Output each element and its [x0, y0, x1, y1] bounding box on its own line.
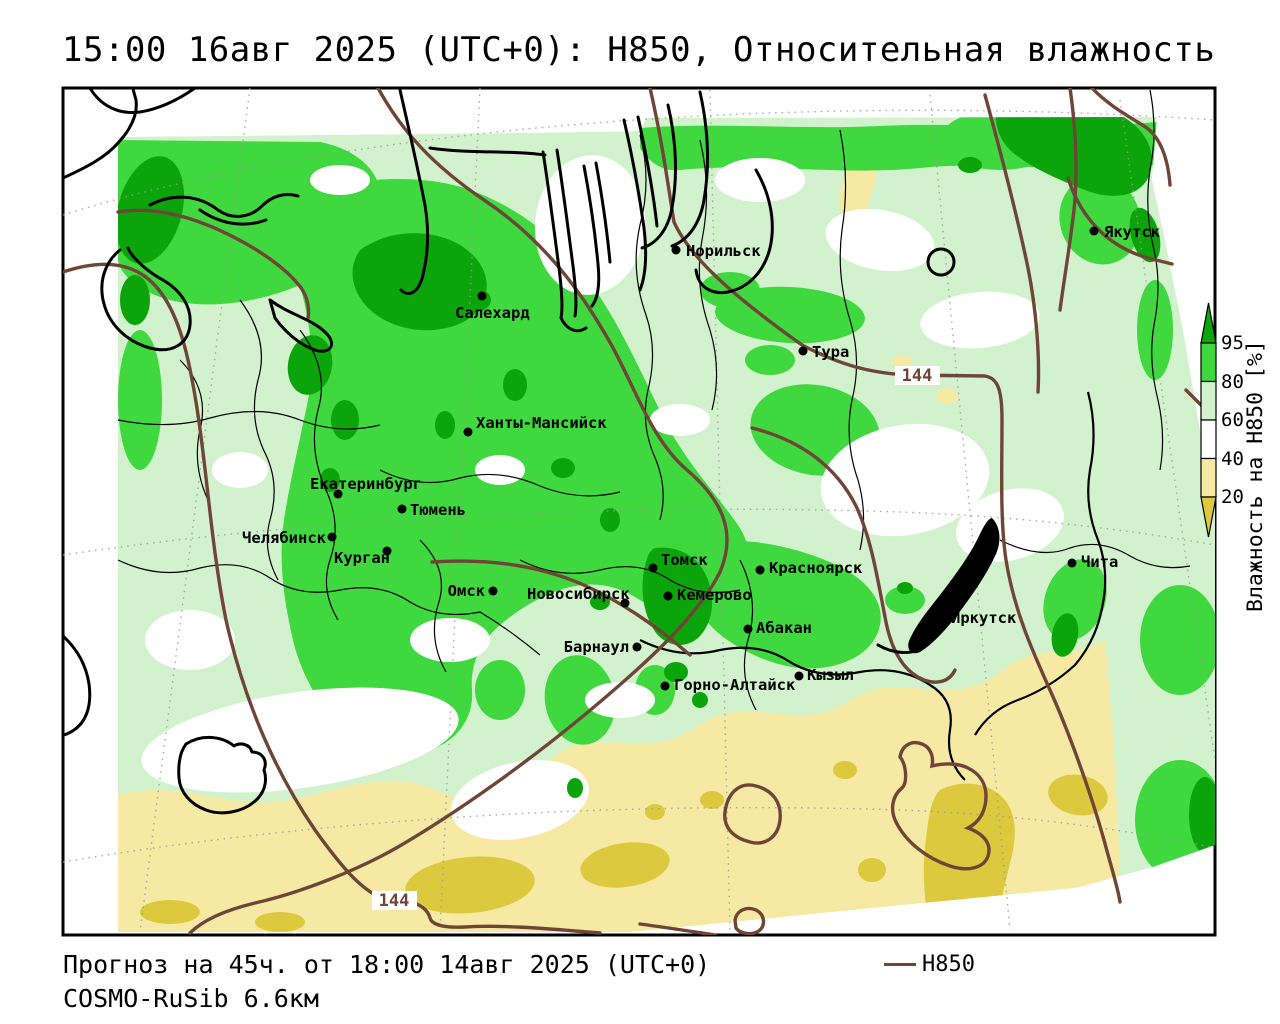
- colorbar-title: Влажность на H850 [%]: [1243, 340, 1268, 612]
- city-label-Норильск: Норильск: [686, 242, 761, 260]
- city-label-Якутск: Якутск: [1104, 223, 1161, 241]
- city-label-Омск: Омск: [448, 582, 486, 600]
- city-label-Тура: Тура: [812, 343, 849, 361]
- city-label-Томск: Томск: [661, 551, 708, 569]
- city-dot-Екатеринбург: [333, 489, 343, 499]
- colorbar-tick-80: 80: [1221, 371, 1244, 393]
- city-label-Тюмень: Тюмень: [410, 501, 466, 519]
- city-dot-Тура: [798, 346, 808, 356]
- city-dot-Красноярск: [755, 565, 765, 575]
- city-label-Кызыл: Кызыл: [807, 666, 854, 684]
- colorbar-tick-60: 60: [1221, 409, 1244, 431]
- city-label-Челябинск: Челябинск: [242, 529, 327, 547]
- city-label-Кемерово: Кемерово: [677, 586, 752, 604]
- city-label-Курган: Курган: [334, 549, 390, 567]
- h850-legend-line: [884, 963, 916, 966]
- lake-baikal: [908, 518, 1000, 654]
- city-dot-Горно-Алтайск: [660, 681, 670, 691]
- city-label-Екатеринбург: Екатеринбург: [310, 475, 422, 493]
- contour-label-144-south: 144: [372, 891, 417, 911]
- colorbar-tick-40: 40: [1221, 448, 1244, 470]
- h850-legend: H850: [884, 952, 975, 977]
- city-dot-Иркутск: [937, 613, 947, 623]
- svg-text:144: 144: [902, 366, 933, 386]
- coastlines: [63, 88, 1000, 815]
- city-markers: Норильск Салехард Тура Якутск Ханты-Мансийск…: [242, 223, 1161, 694]
- city-dot-Норильск: [671, 245, 681, 255]
- city-label-Салехард: Салехард: [455, 304, 530, 322]
- city-dot-Барнаул: [632, 642, 642, 652]
- city-dot-Абакан: [743, 624, 753, 634]
- city-label-Чита: Чита: [1081, 553, 1118, 571]
- city-dot-Курган: [382, 546, 392, 556]
- city-dot-Челябинск: [327, 532, 337, 542]
- city-dot-Салехард: [477, 291, 487, 301]
- admin-borders: [117, 89, 1191, 781]
- model-caption: COSMO-RuSib 6.6км: [63, 984, 319, 1013]
- map-title: 15:00 16авг 2025 (UTC+0): H850, Относите…: [62, 30, 1216, 70]
- colorbar-ticks: 95 80 60 40 20: [1221, 332, 1244, 508]
- contour-label-144-north: 144: [895, 366, 940, 386]
- forecast-caption: Прогноз на 45ч. от 18:00 14авг 2025 (UTC…: [63, 950, 711, 979]
- svg-text:144: 144: [379, 891, 410, 911]
- city-dot-Тюмень: [397, 504, 407, 514]
- city-dot-Кемерово: [663, 591, 673, 601]
- city-label-Новосибирск: Новосибирск: [527, 585, 630, 603]
- city-dot-Омск: [488, 586, 498, 596]
- h850-legend-label: H850: [922, 952, 975, 977]
- city-dot-Чита: [1067, 558, 1077, 568]
- city-label-Красноярск: Красноярск: [769, 559, 863, 577]
- colorbar-tick-20: 20: [1221, 486, 1244, 508]
- city-dot-Ханты-Мансийск: [463, 427, 473, 437]
- city-dot-Кызыл: [794, 671, 804, 681]
- graticule: [63, 88, 1215, 933]
- city-label-Иркутск: Иркутск: [951, 609, 1017, 627]
- city-label-Ханты-Мансийск: Ханты-Мансийск: [476, 414, 607, 432]
- city-label-Барнаул: Барнаул: [564, 638, 629, 656]
- city-dot-Якутск: [1089, 226, 1099, 236]
- colorbar-tick-95: 95: [1221, 332, 1244, 354]
- colorbar: 95 80 60 40 20 Влажность на H850 [%]: [1200, 302, 1268, 612]
- city-dot-Томск: [648, 563, 658, 573]
- humidity-fill-layer: [118, 117, 1215, 932]
- city-dot-Новосибирск: [620, 598, 630, 608]
- h850-contours: 144 144: [63, 88, 1215, 935]
- city-label-Абакан: Абакан: [756, 619, 812, 637]
- city-label-Горно-Алтайск: Горно-Алтайск: [674, 676, 796, 694]
